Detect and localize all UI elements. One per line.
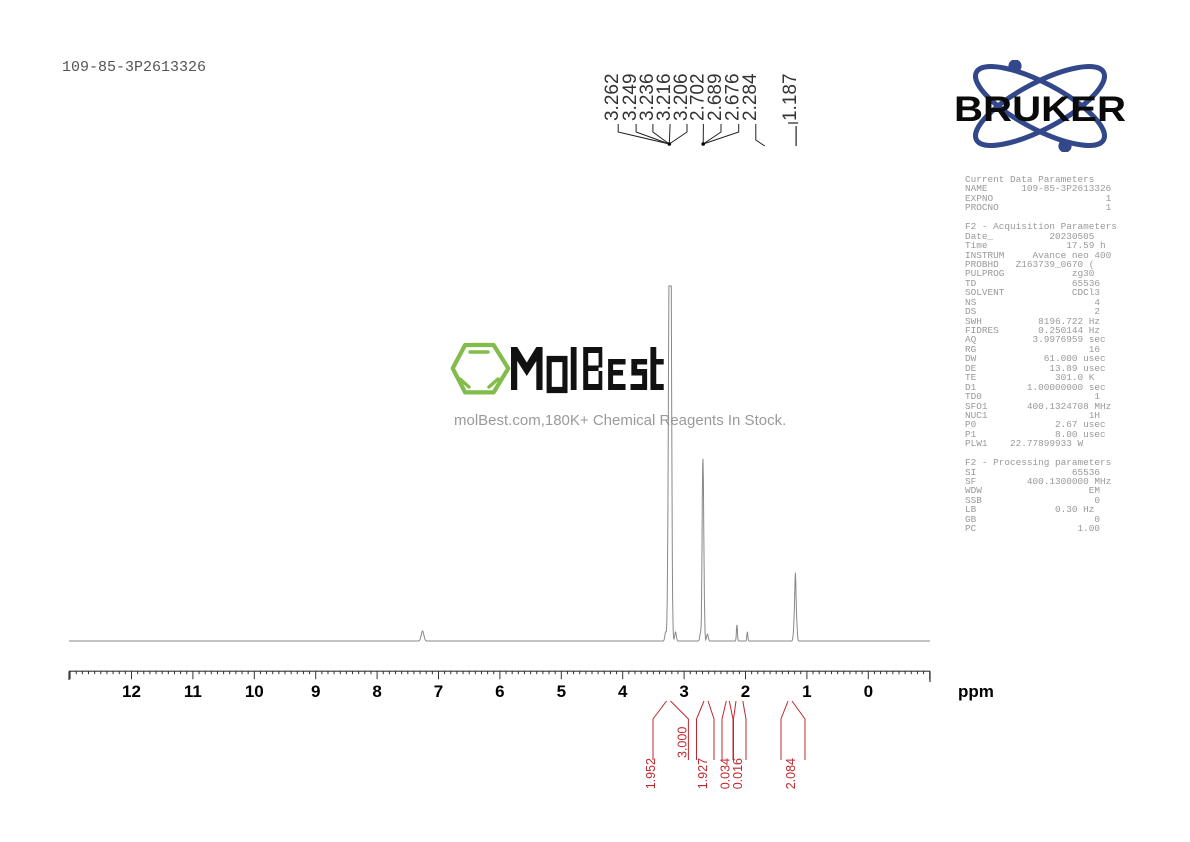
svg-text:2.084: 2.084 <box>784 758 798 789</box>
svg-text:3: 3 <box>679 682 688 701</box>
svg-text:1.187: 1.187 <box>780 73 801 121</box>
svg-text:4: 4 <box>618 682 628 701</box>
svg-text:0: 0 <box>864 682 873 701</box>
svg-text:2.284: 2.284 <box>740 73 761 121</box>
svg-text:8: 8 <box>372 682 381 701</box>
svg-text:11: 11 <box>184 682 202 701</box>
svg-text:12: 12 <box>122 682 141 701</box>
svg-text:3.000: 3.000 <box>675 727 689 758</box>
svg-text:1: 1 <box>802 682 811 701</box>
svg-text:2: 2 <box>741 682 750 701</box>
svg-text:ppm: ppm <box>958 682 994 701</box>
svg-text:1.927: 1.927 <box>696 758 710 789</box>
svg-text:9: 9 <box>311 682 320 701</box>
svg-text:1.952: 1.952 <box>644 758 658 789</box>
svg-text:6: 6 <box>495 682 504 701</box>
svg-text:0.016: 0.016 <box>731 758 745 789</box>
svg-text:10: 10 <box>245 682 264 701</box>
svg-text:7: 7 <box>434 682 443 701</box>
svg-text:5: 5 <box>557 682 566 701</box>
